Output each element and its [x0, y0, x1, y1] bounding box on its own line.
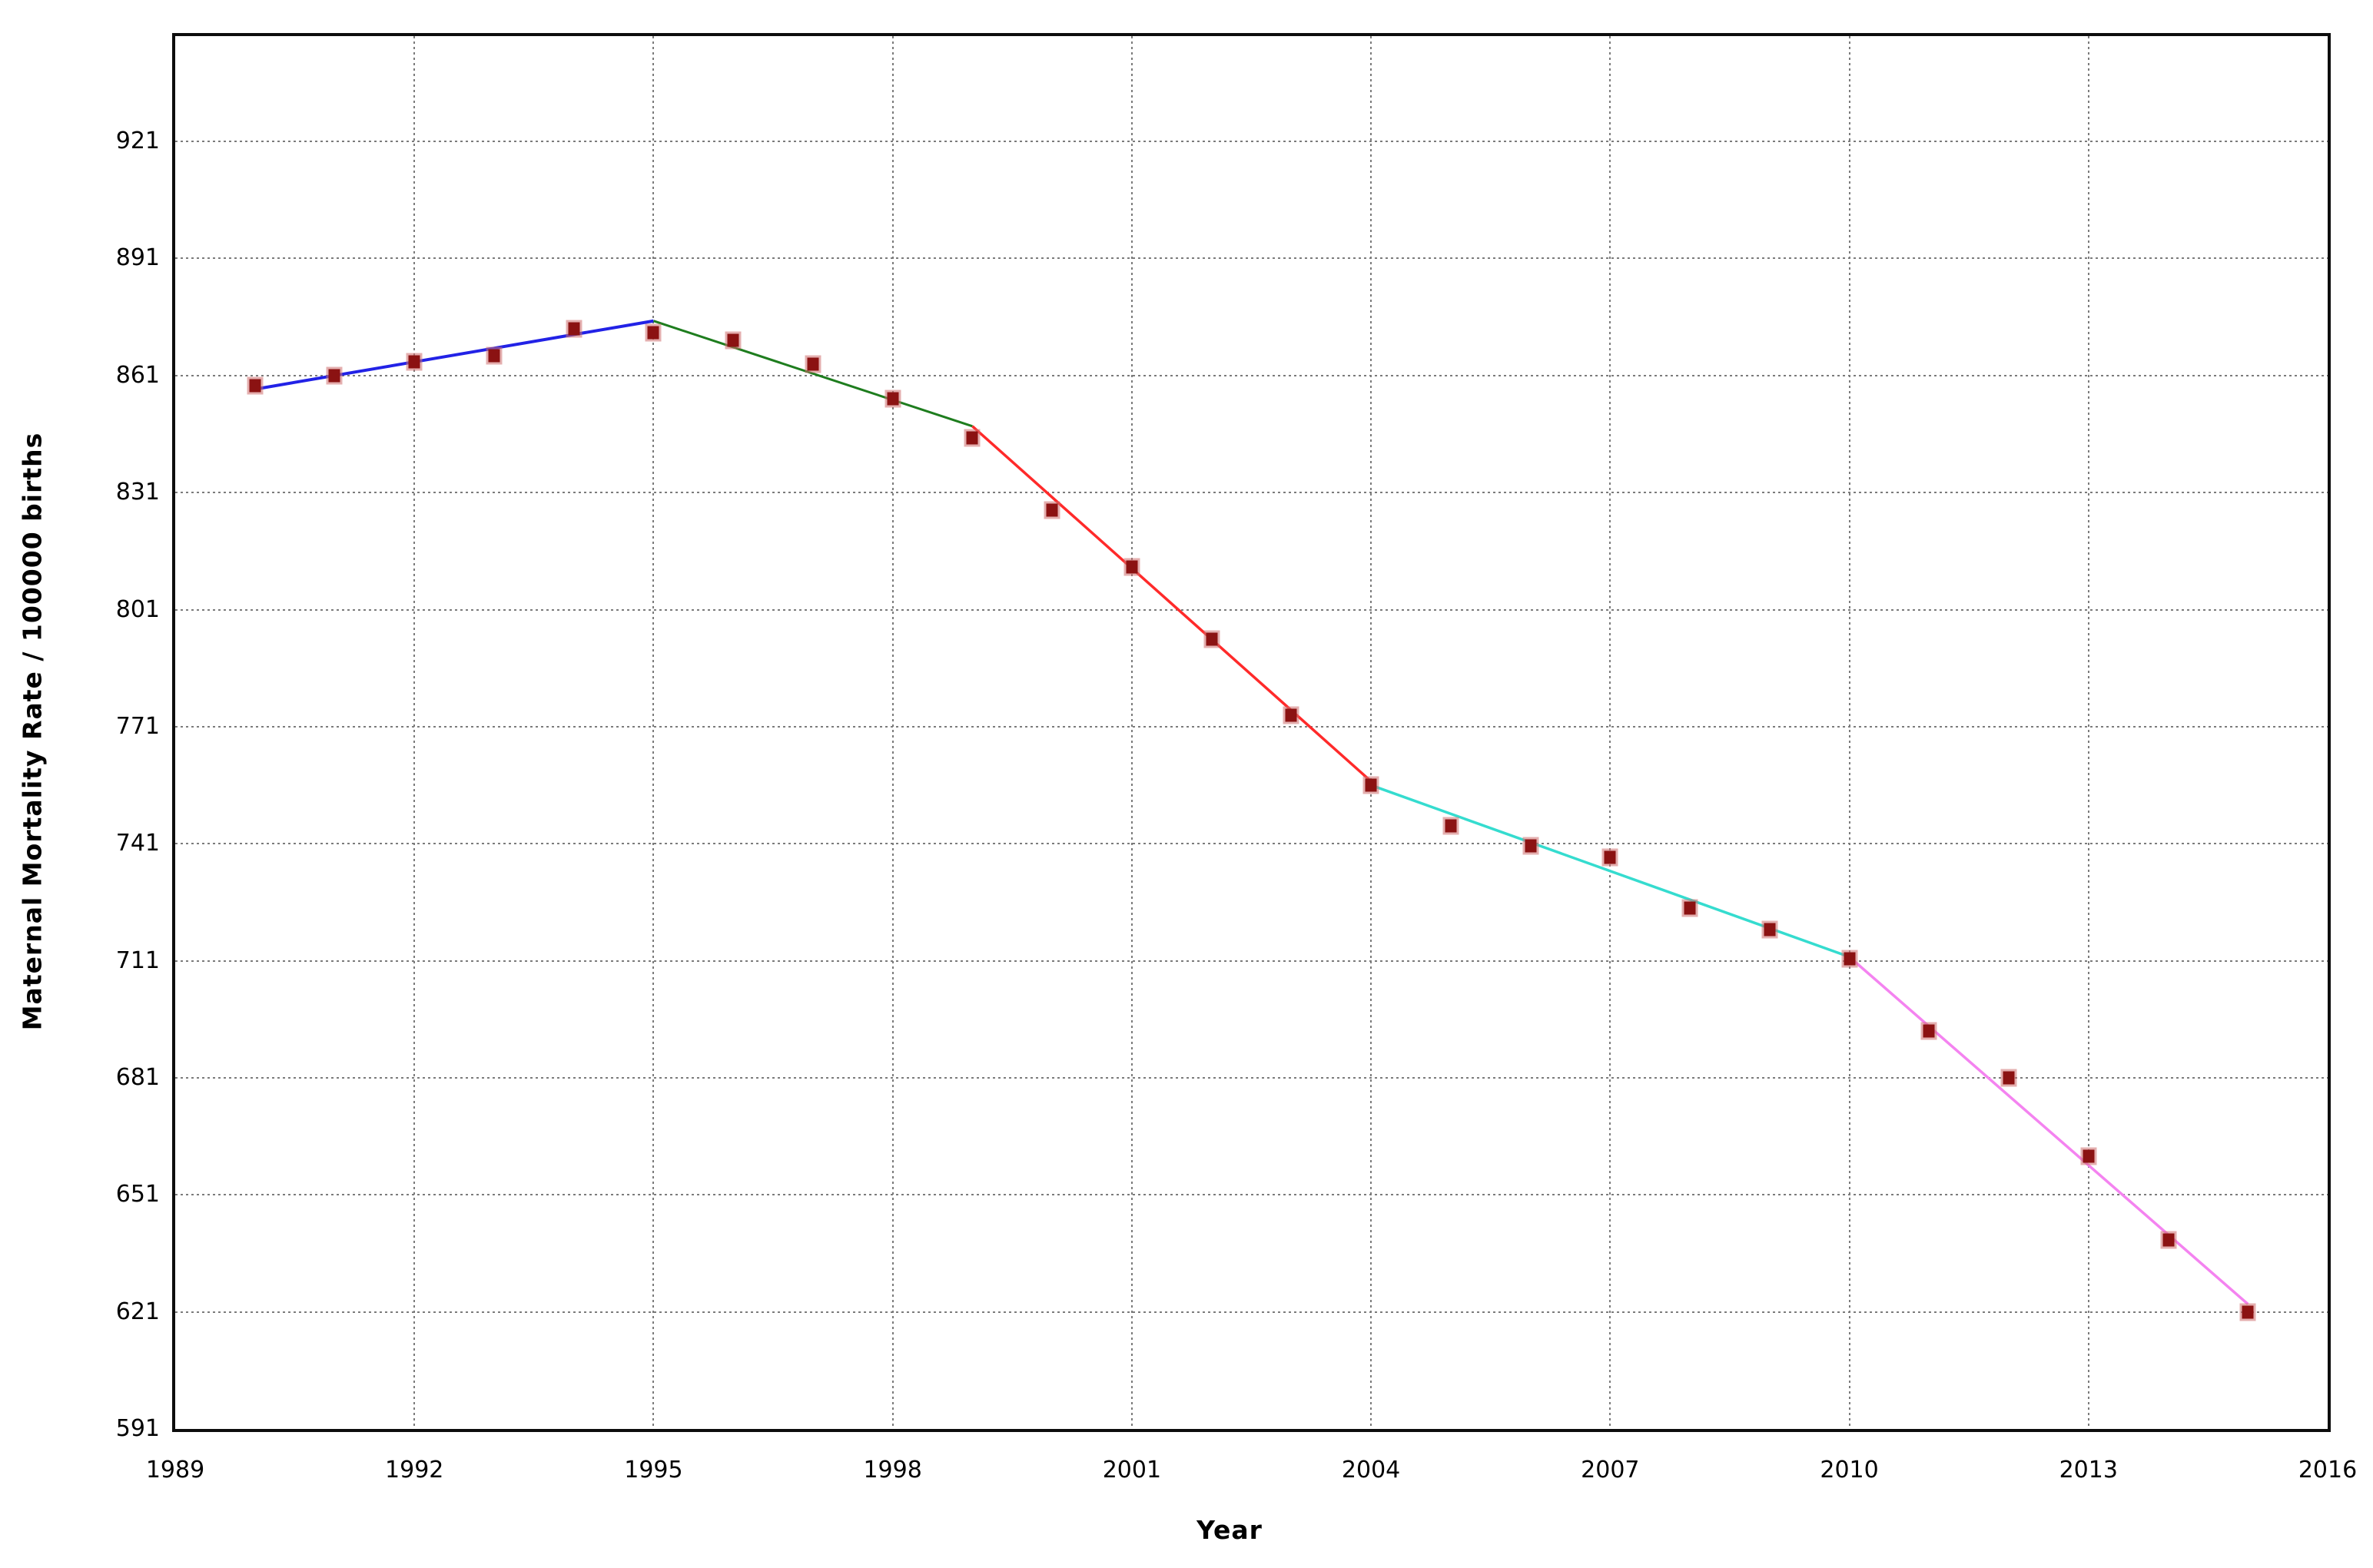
scatter-point-layer	[175, 36, 2328, 1429]
y-axis-title: Maternal Mortality Rate / 100000 births	[17, 432, 48, 1031]
y-tick-591: 591	[115, 1415, 160, 1442]
y-tick-921: 921	[115, 128, 160, 155]
gridline-y-831	[175, 492, 2328, 494]
y-tick-861: 861	[115, 361, 160, 389]
gridline-x-2004	[1370, 36, 1372, 1429]
trend-segment-1990-1995	[254, 319, 654, 391]
data-point-2010	[1844, 952, 1856, 966]
x-tick-1998: 1998	[863, 1457, 922, 1483]
data-point-2002	[1206, 632, 1218, 646]
data-point-2005	[1445, 819, 1457, 833]
y-tick-681: 681	[115, 1063, 160, 1091]
gridline-x-1992	[413, 36, 416, 1429]
y-tick-651: 651	[115, 1181, 160, 1208]
gridline-y-771	[175, 725, 2328, 728]
data-point-2000	[1046, 503, 1058, 517]
data-point-2011	[1923, 1024, 1935, 1038]
data-point-1992	[408, 355, 420, 369]
x-tick-2004: 2004	[1341, 1457, 1401, 1483]
y-tick-831: 831	[115, 479, 160, 506]
gridline-y-711	[175, 960, 2328, 962]
gridline-y-741	[175, 843, 2328, 845]
data-point-1995	[647, 326, 659, 340]
data-point-2004	[1365, 778, 1377, 792]
data-point-1998	[887, 392, 899, 406]
gridline-x-2007	[1609, 36, 1611, 1429]
x-tick-2010: 2010	[1820, 1457, 1879, 1483]
data-point-1996	[727, 333, 739, 347]
x-tick-1992: 1992	[385, 1457, 444, 1483]
data-point-2008	[1684, 901, 1696, 915]
gridline-x-1995	[652, 36, 655, 1429]
gridline-y-921	[175, 141, 2328, 143]
grid-layer	[175, 36, 2328, 1429]
x-tick-1995: 1995	[624, 1457, 683, 1483]
data-point-2001	[1126, 560, 1138, 574]
data-point-2013	[2083, 1149, 2095, 1162]
trend-segment-2010-2015	[1848, 956, 2249, 1305]
data-point-2006	[1525, 839, 1537, 853]
data-point-2009	[1764, 923, 1776, 936]
x-tick-2007: 2007	[1581, 1457, 1640, 1483]
gridline-x-1998	[891, 36, 894, 1429]
plot-area	[172, 33, 2331, 1432]
y-tick-891: 891	[115, 244, 160, 272]
gridline-y-861	[175, 374, 2328, 376]
data-point-1994	[568, 322, 580, 336]
trend-segment-1999-2004	[971, 425, 1372, 783]
gridline-x-2010	[1848, 36, 1850, 1429]
gridline-y-651	[175, 1194, 2328, 1196]
gridline-y-621	[175, 1311, 2328, 1313]
gridline-x-2001	[1130, 36, 1133, 1429]
x-tick-1989: 1989	[145, 1457, 205, 1483]
x-tick-2013: 2013	[2059, 1457, 2118, 1483]
data-point-1990	[249, 379, 261, 393]
data-point-1999	[966, 431, 978, 445]
data-point-2015	[2242, 1305, 2254, 1319]
data-point-1997	[807, 357, 819, 371]
data-point-1993	[488, 349, 500, 363]
x-tick-2001: 2001	[1102, 1457, 1162, 1483]
data-point-2014	[2162, 1233, 2175, 1247]
y-tick-711: 711	[115, 946, 160, 974]
y-tick-621: 621	[115, 1298, 160, 1325]
data-point-2012	[2003, 1071, 2015, 1085]
data-point-2007	[1604, 850, 1616, 864]
data-point-1991	[328, 369, 340, 383]
x-axis-title: Year	[1196, 1515, 1263, 1545]
y-tick-801: 801	[115, 595, 160, 623]
gridline-y-891	[175, 257, 2328, 260]
trend-segment-1995-1999	[652, 320, 973, 428]
y-tick-741: 741	[115, 830, 160, 857]
data-point-2003	[1285, 708, 1297, 722]
x-tick-2016: 2016	[2298, 1457, 2358, 1483]
gridline-x-2013	[2087, 36, 2089, 1429]
gridline-y-681	[175, 1076, 2328, 1079]
gridline-y-801	[175, 608, 2328, 611]
y-tick-771: 771	[115, 712, 160, 740]
